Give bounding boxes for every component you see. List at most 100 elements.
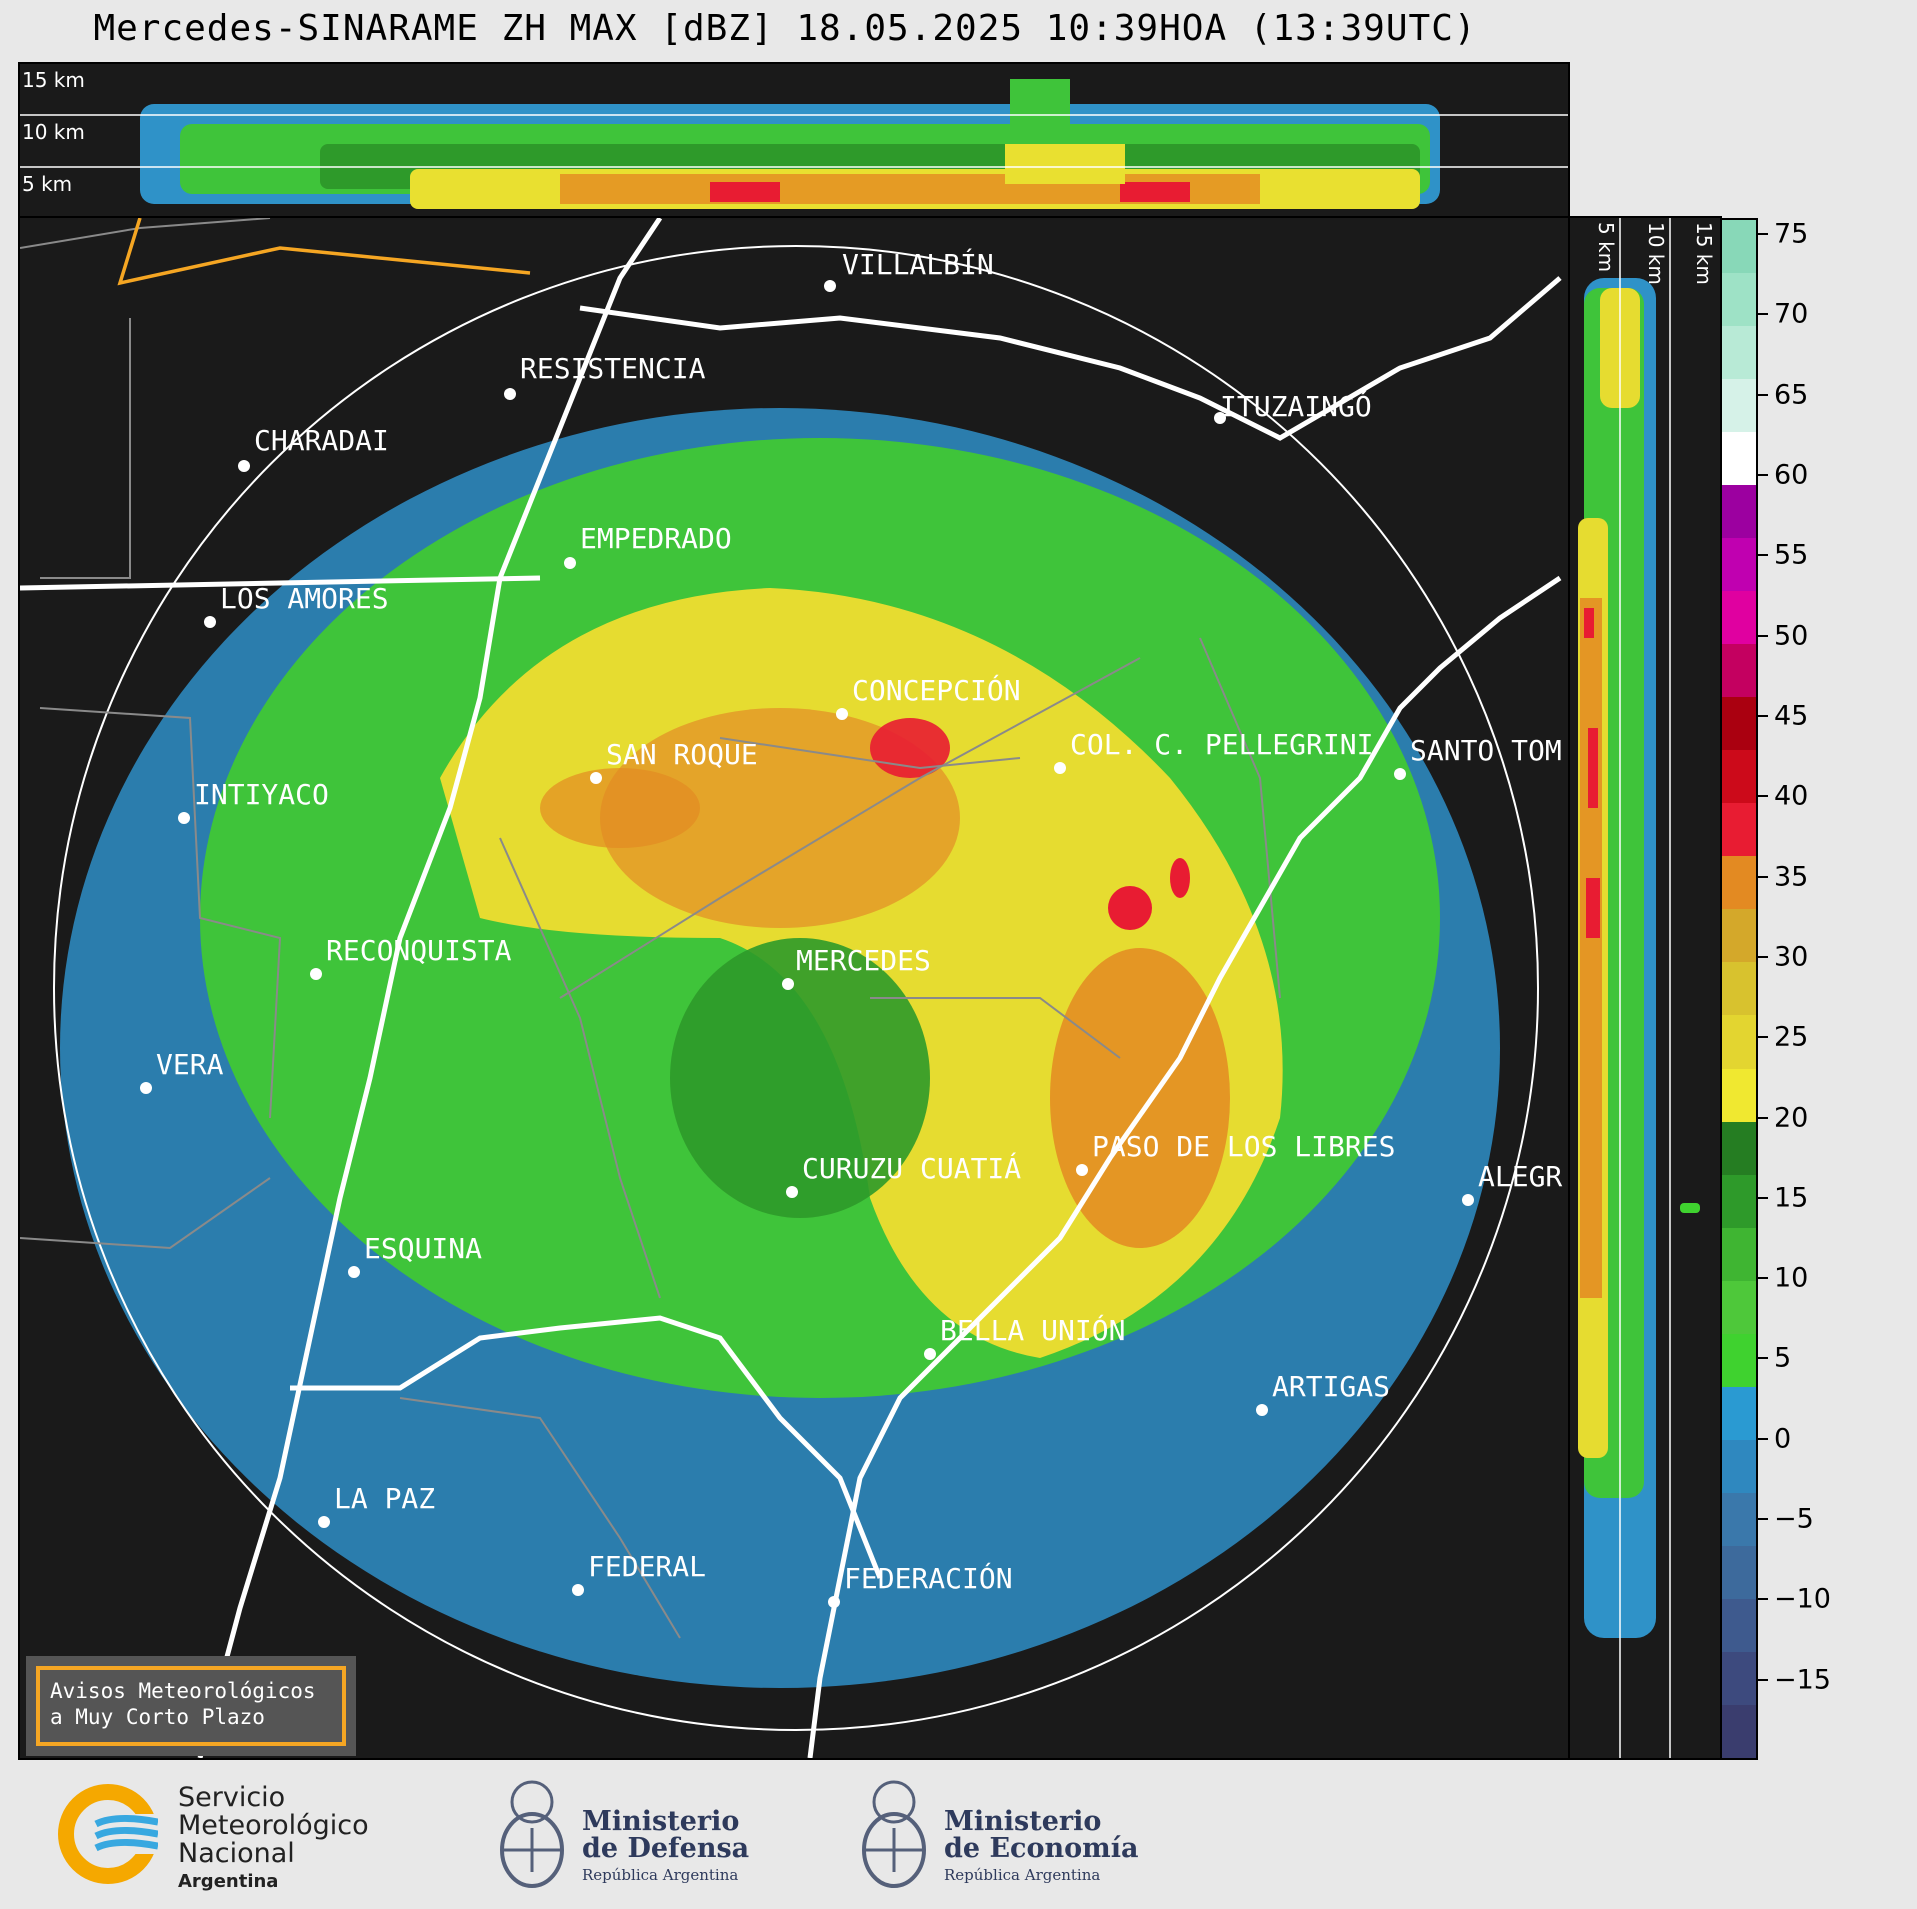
city-dot	[504, 388, 516, 400]
colorbar-segment	[1722, 1598, 1756, 1652]
city-label: CHARADAI	[254, 424, 389, 457]
height-label-15km: 15 km	[22, 68, 85, 92]
city-dot	[1394, 768, 1406, 780]
city-label: FEDERAL	[588, 1550, 706, 1583]
avisos-button[interactable]: Avisos Meteorológicos a Muy Corto Plazo	[26, 1656, 356, 1756]
city-dot	[348, 1266, 360, 1278]
colorbar-segment	[1722, 1439, 1756, 1493]
colorbar-tick-label: 75	[1774, 218, 1809, 250]
city-dot	[824, 280, 836, 292]
colorbar-tick-label: 55	[1774, 539, 1809, 571]
city-dot	[310, 968, 322, 980]
city-label: LOS AMORES	[220, 582, 389, 615]
colorbar-segment	[1722, 1545, 1756, 1599]
top-cross-section-panel: 15 km 10 km 5 km	[18, 62, 1570, 218]
colorbar-tick	[1758, 714, 1768, 717]
defensa-line2: de Defensa	[582, 1833, 750, 1864]
colorbar-segment	[1722, 644, 1756, 698]
city-label: VERA	[156, 1048, 224, 1081]
colorbar-tick-label: 5	[1774, 1342, 1792, 1374]
coat-of-arms-icon	[862, 1780, 926, 1888]
city-dot	[924, 1348, 936, 1360]
colorbar-tick	[1758, 795, 1768, 798]
city-label: LA PAZ	[334, 1482, 435, 1515]
economia-line1: Ministerio	[944, 1806, 1102, 1837]
smn-line3: Nacional	[178, 1838, 295, 1869]
colorbar-tick-label: 40	[1774, 780, 1809, 812]
economia-seal	[856, 1772, 932, 1896]
defensa-text: Ministerio de Defensa República Argentin…	[582, 1808, 749, 1889]
colorbar-tick	[1758, 955, 1768, 958]
colorbar-tick	[1758, 1518, 1768, 1521]
colorbar-tick	[1758, 875, 1768, 878]
colorbar-tick-label: 35	[1774, 861, 1809, 893]
colorbar-tick	[1758, 1437, 1768, 1440]
page-title: Mercedes-SINARAME ZH MAX [dBZ] 18.05.202…	[93, 8, 1477, 49]
city-label: COL. C. PELLEGRINI	[1070, 728, 1373, 761]
colorbar	[1720, 218, 1758, 1760]
city-dot	[590, 772, 602, 784]
radar-map: VILLALBÍN RESISTENCIA CHARADAI ITUZAINGÓ…	[20, 218, 1562, 1758]
city-label: SANTO TOM	[1410, 734, 1562, 767]
defensa-line1: Ministerio	[582, 1806, 740, 1837]
smn-line4: Argentina	[178, 1871, 279, 1892]
colorbar-tick	[1758, 554, 1768, 557]
city-label: BELLA UNIÓN	[940, 1313, 1125, 1347]
colorbar-tick-label: 10	[1774, 1262, 1809, 1294]
radar-map-panel: VILLALBÍN RESISTENCIA CHARADAI ITUZAINGÓ…	[18, 216, 1570, 1760]
colorbar-segment	[1722, 962, 1756, 1016]
side-cross-section-image	[1578, 218, 1700, 1758]
colorbar-segment	[1722, 220, 1756, 274]
city-dot	[1256, 1404, 1268, 1416]
avisos-line1: Avisos Meteorológicos	[50, 1679, 316, 1703]
city-label: VILLALBÍN	[842, 247, 994, 281]
colorbar-segment	[1722, 1704, 1756, 1758]
city-label: FEDERACIÓN	[844, 1561, 1013, 1595]
city-label: PASO DE LOS LIBRES	[1092, 1130, 1395, 1163]
province-borders	[20, 218, 1281, 1639]
colorbar-segment	[1722, 326, 1756, 380]
colorbar-tick	[1758, 1277, 1768, 1280]
city-dot	[572, 1584, 584, 1596]
colorbar-tick-label: 30	[1774, 941, 1809, 973]
city-dot	[140, 1082, 152, 1094]
side-height-label-15km: 15 km	[1692, 222, 1716, 285]
top-cross-section-image	[20, 79, 1568, 209]
side-height-label-5km: 5 km	[1594, 222, 1618, 273]
colorbar-tick	[1758, 1196, 1768, 1199]
colorbar-tick-label: 25	[1774, 1021, 1809, 1053]
city-dot	[786, 1186, 798, 1198]
colorbar-segment	[1722, 432, 1756, 486]
city-dot	[564, 557, 576, 569]
city-label: CONCEPCIÓN	[852, 673, 1021, 707]
economia-text: Ministerio de Economía República Argenti…	[944, 1808, 1138, 1889]
city-dot	[836, 708, 848, 720]
height-label-10km: 10 km	[22, 120, 85, 144]
avisos-box: Avisos Meteorológicos a Muy Corto Plazo	[36, 1666, 346, 1746]
colorbar-tick-label: −5	[1774, 1503, 1814, 1535]
country-border-orange	[117, 218, 531, 286]
colorbar-segment	[1722, 273, 1756, 327]
colorbar-segment	[1722, 1386, 1756, 1440]
colorbar-segment	[1722, 379, 1756, 433]
colorbar-tick-label: 15	[1774, 1182, 1809, 1214]
colorbar-segment	[1722, 538, 1756, 592]
colorbar-tick	[1758, 1678, 1768, 1681]
smn-logo	[58, 1784, 162, 1884]
colorbar-tick	[1758, 1357, 1768, 1360]
city-label: CURUZU CUATIÁ	[802, 1151, 1021, 1185]
city-label: ALEGR	[1478, 1160, 1562, 1193]
city-markers: VILLALBÍN RESISTENCIA CHARADAI ITUZAINGÓ…	[140, 247, 1562, 1608]
avisos-line2: a Muy Corto Plazo	[50, 1705, 265, 1729]
colorbar-tick-label: 60	[1774, 459, 1809, 491]
colorbar-tick	[1758, 313, 1768, 316]
colorbar-tick-label: 50	[1774, 620, 1809, 652]
colorbar-segment	[1722, 803, 1756, 857]
side-height-label-10km: 10 km	[1644, 222, 1668, 285]
colorbar-tick-label: 65	[1774, 379, 1809, 411]
defensa-seal	[494, 1772, 570, 1896]
range-circle	[53, 245, 1539, 1731]
smn-logo-icon	[58, 1784, 162, 1884]
colorbar-segment	[1722, 697, 1756, 751]
colorbar-segment	[1722, 1174, 1756, 1228]
